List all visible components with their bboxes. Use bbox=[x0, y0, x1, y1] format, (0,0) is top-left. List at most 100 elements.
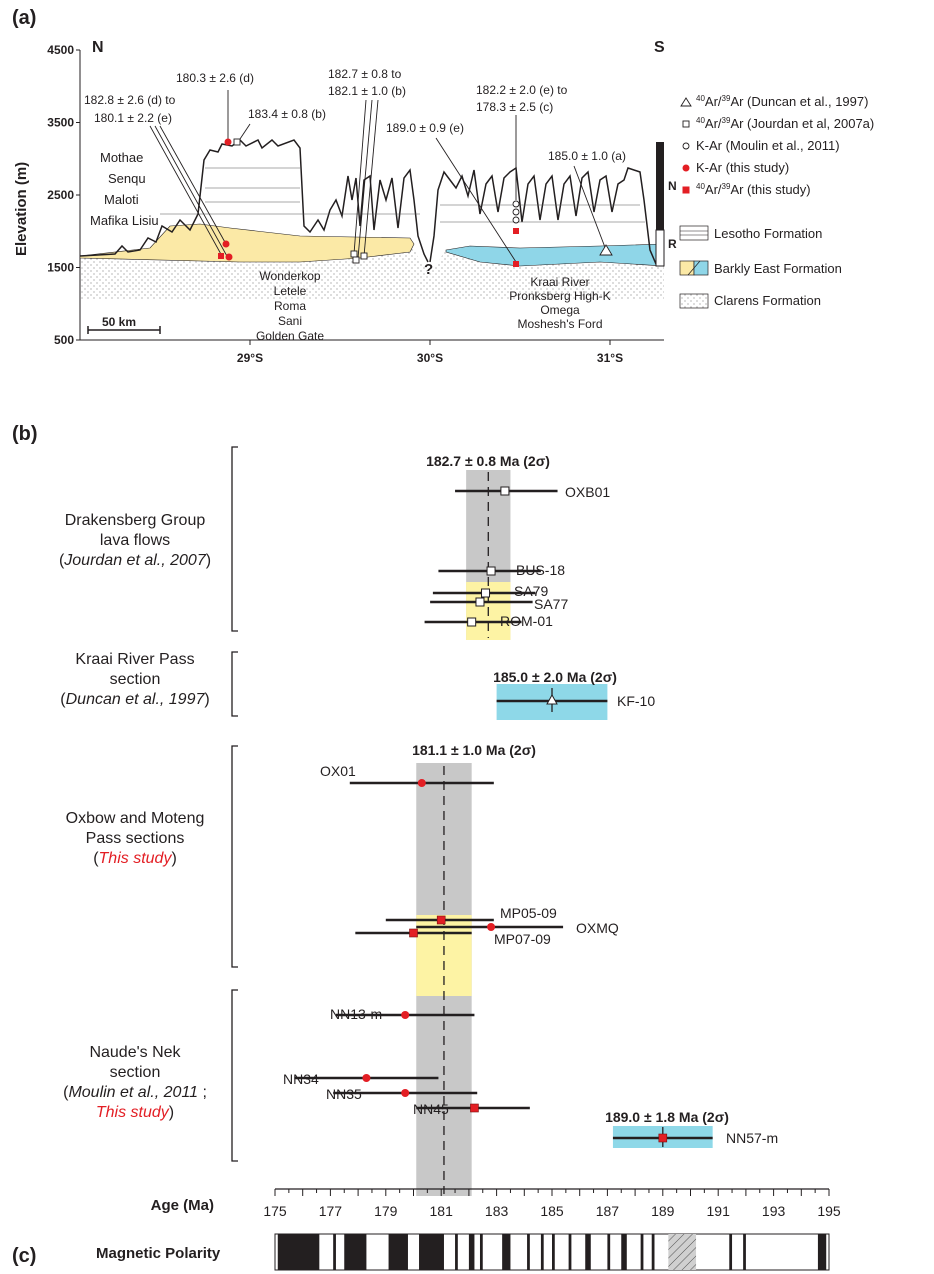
data-point-label: NN45 bbox=[413, 1101, 449, 1117]
data-point-circle-red bbox=[401, 1089, 410, 1097]
age-label-ec-2: 178.3 ± 2.5 (c) bbox=[476, 100, 553, 114]
formation-name: Moshesh's Ford bbox=[518, 317, 603, 331]
data-point-square-open bbox=[486, 566, 496, 576]
legend-entry: K-Ar (this study) bbox=[696, 160, 789, 175]
legend: 40Ar/39Ar (Duncan et al., 1997) 40Ar/39Ar… bbox=[680, 94, 874, 197]
data-point-square-red bbox=[409, 928, 418, 938]
age-label-b1: 183.4 ± 0.8 (b) bbox=[248, 107, 326, 121]
data-point-circle-red bbox=[417, 779, 426, 787]
formation-name: Mothae bbox=[100, 150, 143, 165]
age-label-b2-1: 182.7 ± 0.8 to bbox=[328, 67, 402, 81]
age-label-ec-1: 182.2 ± 2.0 (e) to bbox=[476, 83, 568, 97]
svg-text:R: R bbox=[668, 237, 677, 251]
polarity-normal-interval bbox=[817, 1234, 827, 1270]
polarity-normal-interval bbox=[333, 1234, 336, 1270]
y-tick-label: 1500 bbox=[47, 261, 74, 275]
group-label: section bbox=[110, 1064, 161, 1081]
formation-name: Mafika Lisiu bbox=[90, 213, 159, 228]
age-tick-label: 189 bbox=[651, 1203, 675, 1219]
sample-symbols bbox=[218, 138, 613, 267]
x-tick-label: 29°S bbox=[237, 351, 263, 365]
group-citation: (Duncan et al., 1997) bbox=[60, 691, 209, 708]
age-tick-label: 191 bbox=[707, 1203, 731, 1219]
data-point-square-red bbox=[658, 1133, 668, 1143]
legend-lesotho: Lesotho Formation bbox=[714, 226, 822, 241]
polarity-uncertain-interval bbox=[668, 1234, 697, 1270]
age-axis: 175 177 179 181 183 185 187 189 191 193 195 Age (Ma… bbox=[151, 1188, 841, 1219]
group-label: Kraai River Pass bbox=[75, 651, 194, 668]
topography-north bbox=[79, 138, 429, 263]
data-point-circle-red bbox=[487, 923, 496, 931]
group-bracket bbox=[231, 446, 238, 632]
leader-lines bbox=[149, 90, 607, 263]
mean-label: 181.1 ± 1.0 Ma (2σ) bbox=[412, 742, 536, 758]
north-label: N bbox=[92, 39, 104, 56]
svg-text:N: N bbox=[668, 179, 677, 193]
panel-c: (c) Magnetic Polarity bbox=[12, 1233, 830, 1271]
formation-name: Roma bbox=[274, 299, 306, 313]
age-tick-label: 183 bbox=[485, 1203, 509, 1219]
group-citation: (This study) bbox=[93, 850, 177, 867]
polarity-normal-interval bbox=[479, 1234, 483, 1270]
mean-label: 189.0 ± 1.8 Ma (2σ) bbox=[605, 1109, 729, 1125]
age-tick-label: 193 bbox=[762, 1203, 786, 1219]
formation-name: Maloti bbox=[104, 192, 139, 207]
polarity-normal-interval bbox=[585, 1234, 591, 1270]
panel-b-label: (b) bbox=[12, 423, 38, 445]
group-label: Oxbow and Moteng bbox=[66, 810, 205, 827]
topography-south bbox=[429, 166, 665, 267]
polarity-normal-interval bbox=[344, 1234, 367, 1270]
data-point-square-open bbox=[467, 617, 477, 627]
data-point-label: OXB01 bbox=[565, 484, 610, 500]
formation-name: Senqu bbox=[108, 171, 146, 186]
age-axis-title: Age (Ma) bbox=[151, 1197, 214, 1214]
group-label: Pass sections bbox=[86, 830, 185, 847]
legend-red-circle-icon bbox=[682, 164, 690, 172]
y-tick-label: 4500 bbox=[47, 43, 74, 57]
data-point-label: BUS-18 bbox=[516, 562, 565, 578]
svg-text:50 km: 50 km bbox=[102, 315, 136, 329]
legend-triangle-icon bbox=[680, 97, 692, 107]
data-point-label: MP05-09 bbox=[500, 905, 557, 921]
legend-clarens: Clarens Formation bbox=[714, 293, 821, 308]
formation-name: Wonderkop bbox=[259, 269, 320, 283]
formation-name: Golden Gate bbox=[256, 329, 324, 343]
panel-c-label: (c) bbox=[12, 1245, 36, 1267]
polarity-normal-interval bbox=[277, 1234, 320, 1270]
group-label: lava flows bbox=[100, 532, 170, 549]
polarity-normal-interval bbox=[568, 1234, 572, 1270]
age-label-a1: 185.0 ± 1.0 (a) bbox=[548, 149, 626, 163]
polarity-bar bbox=[274, 1233, 830, 1271]
data-point-circle-red bbox=[362, 1074, 371, 1082]
data-point-square-red bbox=[470, 1103, 479, 1113]
polarity-normal-interval bbox=[607, 1234, 611, 1270]
data-point-label: MP07-09 bbox=[494, 931, 551, 947]
polarity-title: Magnetic Polarity bbox=[96, 1245, 221, 1262]
data-point-triangle bbox=[546, 693, 558, 705]
age-label-d1: 180.3 ± 2.6 (d) bbox=[176, 71, 254, 85]
legend-entry: 40Ar/39Ar (Duncan et al., 1997) bbox=[696, 94, 868, 109]
mean-label: 185.0 ± 2.0 Ma (2σ) bbox=[493, 669, 617, 685]
panel-a-label: (a) bbox=[12, 7, 36, 29]
mean-bands bbox=[416, 470, 713, 1196]
scale-bar: 50 km bbox=[87, 315, 161, 334]
y-ticks: 4500 3500 2500 1500 500 bbox=[47, 43, 80, 347]
legend-red-square-icon bbox=[682, 186, 690, 194]
data-point-label: NN13-m bbox=[330, 1006, 382, 1022]
y-tick-label: 2500 bbox=[47, 188, 74, 202]
group-citation: (Jourdan et al., 2007) bbox=[59, 552, 211, 569]
legend-square-icon bbox=[682, 120, 690, 128]
age-label-de-1: 182.8 ± 2.6 (d) to bbox=[84, 93, 176, 107]
group-label: section bbox=[110, 671, 161, 688]
polarity-normal-interval bbox=[419, 1234, 444, 1270]
legend-barkly: Barkly East Formation bbox=[714, 261, 842, 276]
legend-entry: 40Ar/39Ar (Jourdan et al, 2007a) bbox=[696, 116, 874, 131]
x-tick-label: 31°S bbox=[597, 351, 623, 365]
polarity-column-a: N R bbox=[655, 142, 677, 267]
y-axis-title: Elevation (m) bbox=[13, 162, 30, 256]
y-tick-label: 500 bbox=[54, 333, 74, 347]
group-bracket bbox=[231, 651, 238, 717]
polarity-normal-interval bbox=[729, 1234, 733, 1270]
